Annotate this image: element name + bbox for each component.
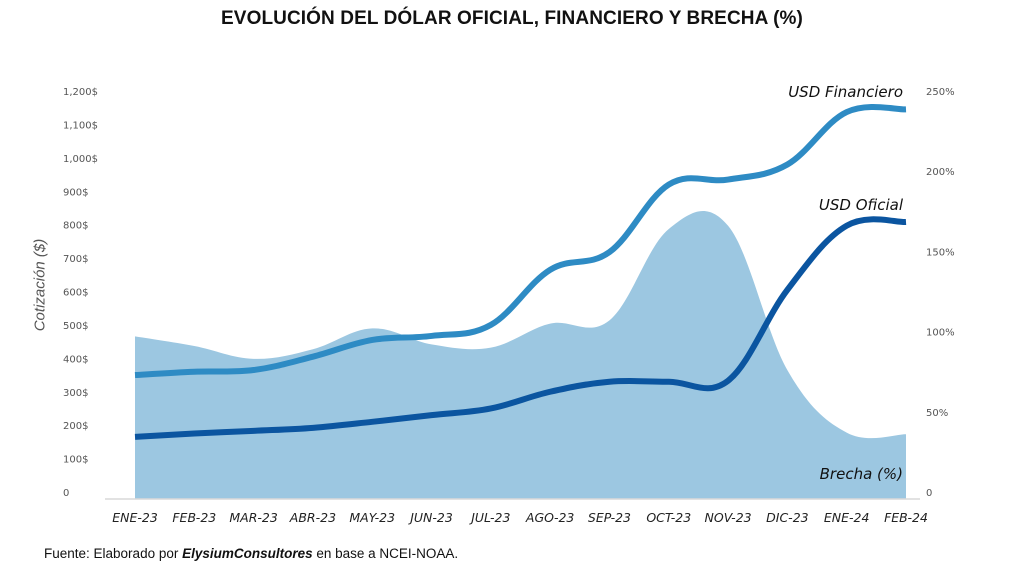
series-label-brecha: Brecha (%) bbox=[820, 465, 903, 483]
source-note: Fuente: Elaborado por ElysiumConsultores… bbox=[44, 546, 458, 561]
y2-tick-label: 100% bbox=[926, 328, 955, 339]
x-tick-label: MAR-23 bbox=[229, 510, 277, 525]
x-tick-label: FEB-24 bbox=[884, 510, 928, 525]
y-tick-label: 400$ bbox=[63, 354, 88, 365]
line-usd-financiero bbox=[134, 103, 907, 379]
x-tick-label: ABR-23 bbox=[289, 510, 336, 525]
y2-tick-label: 250% bbox=[926, 87, 955, 98]
x-tick-label: SEP-23 bbox=[588, 510, 631, 525]
y-tick-label: 0 bbox=[63, 488, 69, 499]
line-usd-oficial bbox=[134, 216, 907, 440]
y-tick-label: 1,200$ bbox=[63, 87, 98, 98]
chart-title: EVOLUCIÓN DEL DÓLAR OFICIAL, FINANCIERO … bbox=[221, 8, 803, 29]
area-brecha bbox=[135, 210, 906, 499]
y2-tick-label: 0 bbox=[926, 488, 932, 499]
series-label-usd-financiero: USD Financiero bbox=[788, 83, 903, 101]
x-tick-label: AGO-23 bbox=[525, 510, 575, 525]
x-tick-label: ENE-23 bbox=[112, 510, 158, 525]
x-tick-label: DIC-23 bbox=[766, 510, 809, 525]
x-tick-label: MAY-23 bbox=[349, 510, 395, 525]
y2-tick-label: 150% bbox=[926, 247, 955, 258]
x-tick-label: JUL-23 bbox=[468, 510, 510, 525]
x-tick-label: ENE-24 bbox=[824, 510, 870, 525]
y-axis-ticks: 0 100$ 200$ 300$ 400$ 500$ 600$ 700$ 800$ 900$ 1,0… bbox=[63, 87, 98, 499]
y-tick-label: 800$ bbox=[63, 221, 88, 232]
y-tick-label: 500$ bbox=[63, 321, 88, 332]
x-tick-label: OCT-23 bbox=[646, 510, 691, 525]
x-tick-label: NOV-23 bbox=[705, 510, 752, 525]
source-text-1: Elaborado por bbox=[89, 546, 183, 561]
y-tick-label: 1,100$ bbox=[63, 120, 98, 131]
y-tick-label: 300$ bbox=[63, 388, 88, 399]
y-tick-label: 600$ bbox=[63, 288, 88, 299]
area-layer bbox=[135, 210, 906, 499]
x-tick-label: JUN-23 bbox=[407, 510, 453, 525]
y-tick-label: 1,000$ bbox=[63, 154, 98, 165]
y-tick-label: 200$ bbox=[63, 421, 88, 432]
x-axis-ticks: ENE-23 FEB-23 MAR-23 ABR-23 MAY-23 JUN-23 JUL-… bbox=[112, 510, 928, 525]
y2-tick-label: 200% bbox=[926, 167, 955, 178]
line-layer bbox=[134, 103, 907, 440]
y2-tick-label: 50% bbox=[926, 408, 948, 419]
source-author: ElysiumConsultores bbox=[182, 546, 313, 561]
x-tick-label: FEB-23 bbox=[172, 510, 216, 525]
source-prefix: Fuente: bbox=[44, 546, 90, 561]
y-tick-label: 100$ bbox=[63, 455, 88, 466]
y-tick-label: 700$ bbox=[63, 254, 88, 265]
y2-axis-ticks: 0 50% 100% 150% 200% 250% bbox=[926, 87, 955, 499]
source-text-2: en base a NCEI-NOAA. bbox=[312, 546, 459, 561]
series-label-usd-oficial: USD Oficial bbox=[819, 196, 904, 214]
y-tick-label: 900$ bbox=[63, 187, 88, 198]
